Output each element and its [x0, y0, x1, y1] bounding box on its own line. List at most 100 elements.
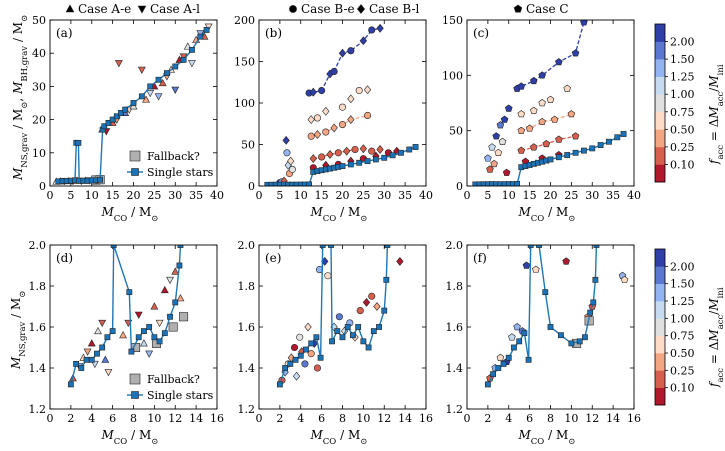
x-tick-label: 0: [464, 189, 471, 202]
binary-point: [532, 265, 540, 273]
single-star-point: [303, 346, 309, 353]
binary-point: [301, 360, 309, 368]
header-case-b-e: Case B-e: [289, 2, 355, 16]
binary-point: [522, 261, 531, 269]
binary-point: [287, 156, 295, 166]
binary-point: [176, 294, 185, 302]
colorbar-tick-label: 0.25: [670, 141, 695, 154]
single-stars-line: [279, 245, 389, 385]
colorbar-frame: [654, 248, 666, 406]
x-tick-label: 6: [526, 412, 533, 425]
fallback-legend-icon: [129, 150, 141, 162]
single-star-point: [109, 116, 116, 123]
plot-area: [484, 245, 629, 388]
colorbar-segment: [655, 24, 665, 42]
single-star-point: [516, 338, 523, 345]
x-tick-label: 0: [464, 412, 471, 425]
y-tick-label: 100: [234, 97, 255, 110]
colorbar-top: 0.10 0.25 0.50 0.75 1.00 1.25 1.50 2.00 facc = Δ…: [654, 23, 725, 183]
single-star-point: [105, 120, 112, 126]
single-star-point: [614, 134, 621, 141]
binary-point: [359, 36, 368, 46]
colorbar-segment: [655, 76, 665, 95]
y-tick-label: 1.8: [29, 280, 47, 293]
panel-letter: (f): [473, 251, 487, 265]
colorbar-segment: [655, 164, 665, 183]
binary-point: [318, 87, 326, 95]
single-star-point: [364, 158, 371, 164]
single-star-point: [500, 360, 507, 367]
x-tick-label: 16: [210, 412, 224, 425]
single-star-point: [355, 324, 362, 330]
colorbar-segment: [655, 301, 665, 319]
binary-point: [517, 146, 526, 154]
single-star-point: [128, 348, 135, 355]
binary-point: [620, 275, 629, 284]
binary-point: [530, 76, 538, 85]
colorbar-segment: [655, 146, 665, 165]
y-tick-label: 200: [234, 14, 255, 27]
single-star-point: [376, 324, 382, 330]
binary-point: [166, 276, 174, 285]
binary-point: [513, 323, 521, 331]
x-tick-label: 12: [168, 412, 182, 425]
colorbar-bottom: 0.10 0.25 0.50 0.75 1.00 1.25 1.50 2.00 facc = Δ…: [654, 248, 725, 406]
binary-point: [362, 297, 371, 307]
single-star-point: [365, 344, 372, 351]
single-star-point: [381, 307, 388, 314]
y-tick-label: 100: [442, 69, 463, 82]
single-star-point: [505, 354, 512, 361]
binary-point: [368, 26, 376, 34]
binary-point: [368, 292, 376, 300]
single-star-point: [521, 330, 528, 337]
x-tick-label: 4: [88, 412, 95, 425]
single-star-point: [88, 356, 95, 363]
binary-point: [355, 87, 363, 95]
binary-point: [307, 115, 315, 125]
single-star-point: [547, 324, 554, 330]
legend: Fallback? Single stars: [127, 150, 214, 179]
binary-point: [283, 149, 291, 157]
single-star-point: [495, 365, 502, 371]
single-star-point: [568, 340, 575, 347]
binary-point: [364, 111, 372, 119]
binary-point: [555, 135, 563, 143]
x-tick-label: 10: [564, 412, 578, 425]
axes-frame: [466, 19, 635, 187]
y-tick-label: 10: [32, 147, 46, 160]
binary-point: [87, 339, 96, 347]
binary-point: [571, 132, 580, 140]
single-star-point: [167, 313, 173, 320]
single-star-point: [141, 328, 147, 334]
y-tick-label: 0: [39, 180, 46, 193]
x-tick-label: 8: [130, 412, 137, 425]
single-star-point: [525, 356, 532, 363]
binary-point: [542, 139, 551, 148]
y-tick-label: 1.2: [29, 403, 47, 416]
plot-area: [276, 245, 404, 388]
binary-point: [580, 20, 588, 26]
single-star-point: [334, 328, 341, 334]
binary-point: [290, 343, 299, 352]
x-tick-label: 2: [484, 412, 491, 425]
x-tick-label: 10: [356, 412, 370, 425]
legend-fallback-label: Fallback?: [147, 150, 200, 163]
single-star-point: [104, 334, 111, 341]
single-star-point: [542, 289, 549, 296]
binary-point: [334, 149, 342, 157]
plot-area: [67, 245, 189, 388]
single-star-point: [306, 181, 312, 186]
y-axis-label: MNS,grav / M⊙, MBH,grav / M⊙: [11, 15, 30, 181]
x-tick-label: 14: [398, 412, 412, 425]
panel-letter: (c): [473, 26, 489, 40]
binary-point: [98, 319, 107, 328]
single-star-point: [172, 63, 179, 70]
y-tick-label: 150: [442, 14, 463, 27]
binary-point: [538, 99, 546, 107]
binary-point: [318, 153, 326, 161]
single-star-point: [276, 381, 283, 388]
legend-single-label: Single stars: [147, 389, 214, 402]
colorbar-tick-label: 2.00: [670, 260, 695, 273]
fallback-point: [179, 312, 189, 322]
